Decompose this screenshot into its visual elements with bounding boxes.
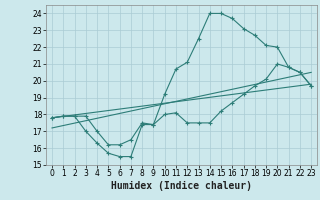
X-axis label: Humidex (Indice chaleur): Humidex (Indice chaleur): [111, 181, 252, 191]
